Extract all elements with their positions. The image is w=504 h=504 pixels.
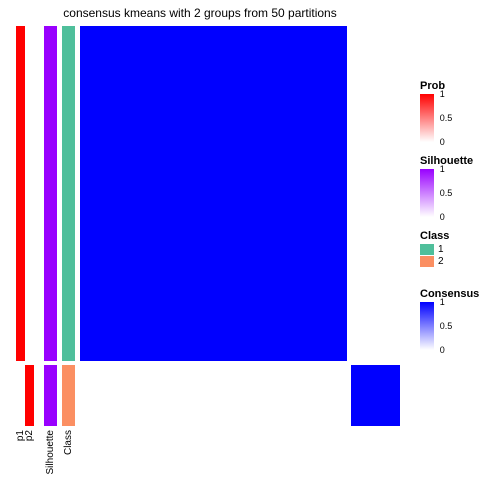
legend-swatch [420, 256, 434, 267]
legend-consensus-ticks: 10.50 [440, 302, 464, 350]
legend-swatch-label: 1 [438, 244, 444, 255]
consensus-heatmap [80, 26, 400, 426]
legend-silhouette-gradient [420, 169, 434, 217]
xlabel-p2: p2 [24, 430, 35, 441]
legend-prob: Prob 10.50 [420, 80, 464, 142]
legend-consensus: Consensus 10.50 [420, 288, 479, 350]
legend-tick: 0.5 [440, 114, 453, 123]
legend-class: Class 12 [420, 230, 449, 268]
annotation-segment [62, 365, 75, 426]
annotation-p1 [16, 26, 25, 426]
annotation-segment [25, 26, 34, 361]
legend-tick: 1 [440, 298, 445, 307]
legend-tick: 1 [440, 90, 445, 99]
legend-tick: 0 [440, 138, 445, 147]
legend-tick: 0.5 [440, 189, 453, 198]
legend-swatch [420, 244, 434, 255]
annotation-class [62, 26, 75, 426]
plot-area [16, 26, 400, 426]
xlabel-class: Class [63, 430, 74, 455]
legend-consensus-title: Consensus [420, 288, 479, 300]
legend-tick: 1 [440, 165, 445, 174]
legend-silhouette-ticks: 10.50 [440, 169, 464, 217]
annotation-p2 [25, 26, 34, 426]
legend-silhouette: Silhouette 10.50 [420, 155, 473, 217]
annotation-segment [44, 365, 57, 426]
legend-silhouette-title: Silhouette [420, 155, 473, 167]
legend-consensus-gradient [420, 302, 434, 350]
heatmap-block [351, 365, 400, 426]
annotation-segment [16, 26, 25, 361]
heatmap-block [351, 26, 400, 361]
annotation-segment [25, 365, 34, 426]
annotation-segment [16, 365, 25, 426]
annotation-segment [62, 26, 75, 361]
legend-prob-gradient [420, 94, 434, 142]
heatmap-block [80, 365, 347, 426]
legend-swatch-label: 2 [438, 256, 444, 267]
legend-tick: 0 [440, 346, 445, 355]
legend-prob-ticks: 10.50 [440, 94, 464, 142]
legend-class-item: 2 [420, 256, 449, 267]
annotation-segment [44, 26, 57, 361]
annotation-silhouette [44, 26, 57, 426]
page-title: consensus kmeans with 2 groups from 50 p… [0, 6, 400, 20]
xlabel-silhouette: Silhouette [45, 430, 56, 474]
legend-class-item: 1 [420, 244, 449, 255]
legend-class-title: Class [420, 230, 449, 242]
heatmap-block [80, 26, 347, 361]
legend-tick: 0 [440, 213, 445, 222]
legend-tick: 0.5 [440, 322, 453, 331]
